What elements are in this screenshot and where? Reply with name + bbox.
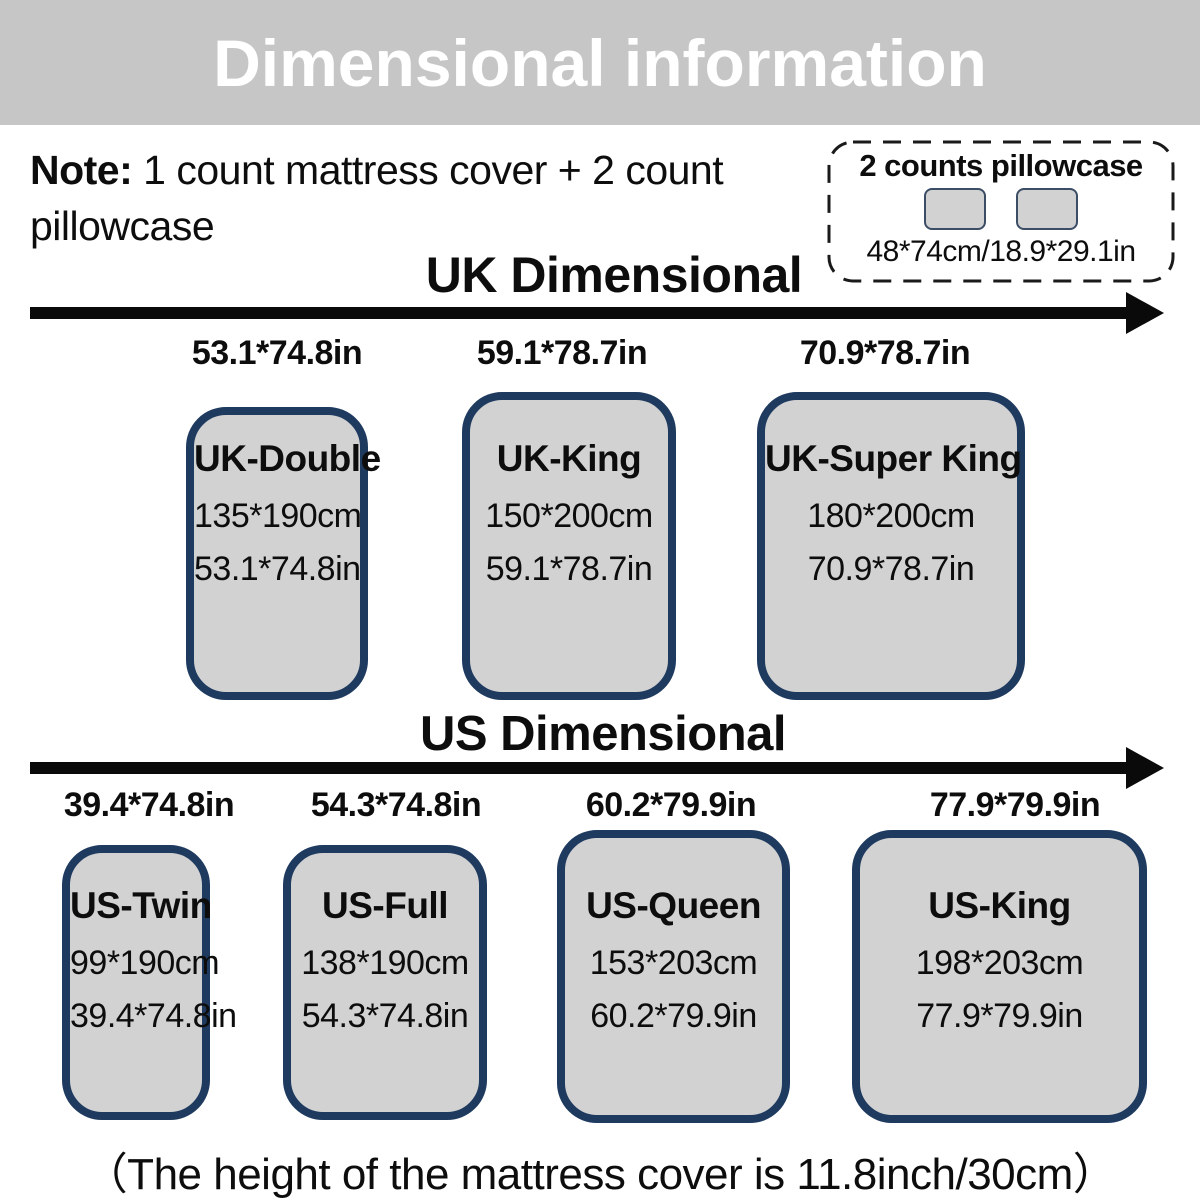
pillowcase-icon [1016,188,1078,230]
mattress-size-in: 60.2*79.9in [590,996,757,1035]
mattress-box-us-full: US-Full 138*190cm 54.3*74.8in [283,845,487,1120]
us-section-title: US Dimensional [419,707,787,761]
pillowcase-size: 48*74cm/18.9*29.1in [866,235,1136,268]
uk-section-title: UK Dimensional [425,247,803,303]
mattress-name: UK-King [496,438,642,479]
size-label-uk-super-king: 70.9*78.7in [799,334,971,372]
size-label-us-full: 54.3*74.8in [310,786,482,824]
mattress-size-in: 77.9*79.9in [916,996,1083,1035]
mattress-size-in: 70.9*78.7in [807,549,975,588]
us-arrow-head-icon [1126,747,1164,789]
mattress-size-cm: 153*203cm [589,943,758,982]
mattress-size-cm: 150*200cm [485,496,653,535]
size-label-uk-king: 59.1*78.7in [476,334,648,372]
uk-arrow-head-icon [1126,292,1164,334]
mattress-size-cm: 138*190cm [301,943,469,982]
header-bar: Dimensional information [0,0,1200,125]
mattress-name: US-Full [322,885,448,926]
us-arrow-line [30,762,1126,774]
mattress-name: UK-Super King [765,438,1022,479]
mattress-name: US-Queen [586,885,761,926]
mattress-size-cm: 99*190cm [70,943,220,982]
dashed-border [827,140,1175,283]
mattress-box-us-queen: US-Queen 153*203cm 60.2*79.9in [557,830,790,1123]
pillowcase-row [827,188,1175,230]
size-label-us-queen: 60.2*79.9in [585,786,757,824]
mattress-box-us-twin: US-Twin 99*190cm 39.4*74.8in [62,845,237,1120]
mattress-box-uk-super-king: UK-Super King 180*200cm 70.9*78.7in [757,392,1025,700]
footer-note: （The height of the mattress cover is 11.… [83,1150,1117,1199]
mattress-name: US-Twin [70,885,212,926]
mattress-name: US-King [928,885,1071,926]
size-label-us-twin: 39.4*74.8in [63,786,235,824]
mattress-size-in: 59.1*78.7in [485,549,653,588]
mattress-box-uk-double: UK-Double 135*190cm 53.1*74.8in [186,407,381,700]
mattress-name: UK-Double [194,438,381,479]
size-label-uk-double: 53.1*74.8in [191,334,363,372]
page-title: Dimensional information [213,25,987,100]
note-text: Note: 1 count mattress cover + 2 count p… [30,142,780,254]
mattress-size-in: 39.4*74.8in [70,996,237,1035]
mattress-box-us-king: US-King 198*203cm 77.9*79.9in [852,830,1147,1123]
size-label-us-king: 77.9*79.9in [929,786,1101,824]
note-label: Note: [30,147,133,193]
pillowcase-title: 2 counts pillowcase [859,148,1143,183]
mattress-size-in: 54.3*74.8in [301,996,469,1035]
mattress-box-uk-king: UK-King 150*200cm 59.1*78.7in [462,392,676,700]
mattress-size-cm: 180*200cm [807,496,975,535]
pillowcase-box: 2 counts pillowcase 48*74cm/18.9*29.1in [827,140,1175,283]
uk-arrow-line [30,307,1126,319]
mattress-size-cm: 198*203cm [915,943,1084,982]
mattress-size-cm: 135*190cm [194,496,362,535]
mattress-size-in: 53.1*74.8in [194,549,361,588]
note-body: 1 count mattress cover + 2 count pillowc… [30,147,724,249]
pillowcase-icon [924,188,986,230]
